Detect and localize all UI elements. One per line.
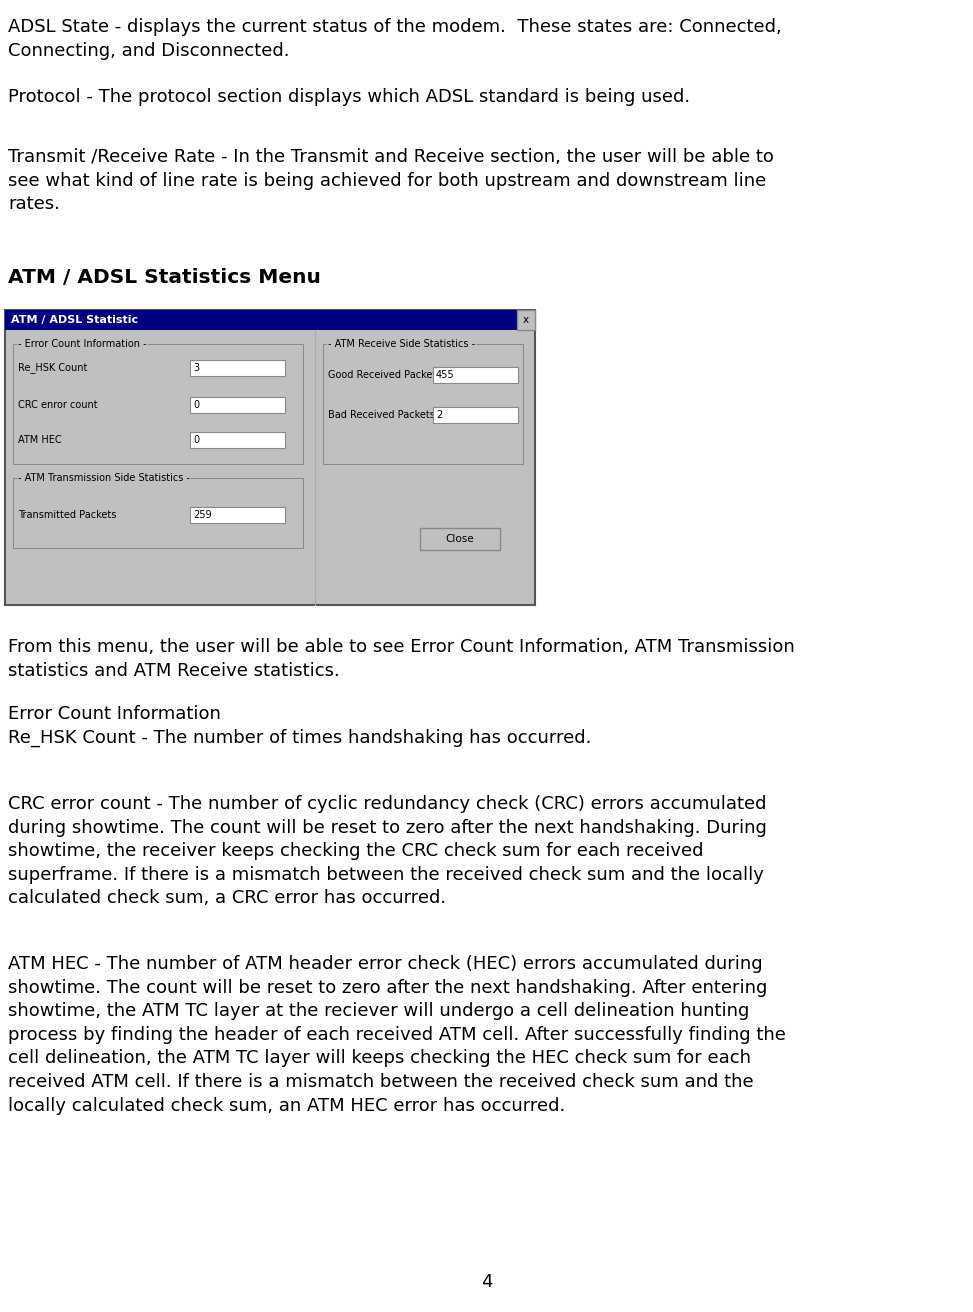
Text: - ATM Transmission Side Statistics -: - ATM Transmission Side Statistics - <box>18 474 190 483</box>
Bar <box>433 407 518 422</box>
Bar <box>5 310 535 331</box>
Text: 0: 0 <box>193 436 199 445</box>
Bar <box>517 310 535 331</box>
Text: Error Count Information
Re_HSK Count - The number of times handshaking has occur: Error Count Information Re_HSK Count - T… <box>8 705 592 747</box>
Text: 0: 0 <box>193 400 199 409</box>
Text: Close: Close <box>446 534 474 544</box>
Bar <box>323 344 523 464</box>
Text: Bad Received Packets: Bad Received Packets <box>328 409 435 420</box>
Bar <box>190 432 285 447</box>
Text: 4: 4 <box>481 1273 492 1291</box>
Text: 259: 259 <box>193 510 211 520</box>
Text: ATM / ADSL Statistic: ATM / ADSL Statistic <box>11 315 138 325</box>
Bar <box>190 359 285 377</box>
Text: 455: 455 <box>436 370 454 380</box>
Text: Transmitted Packets: Transmitted Packets <box>18 510 117 520</box>
Text: From this menu, the user will be able to see Error Count Information, ATM Transm: From this menu, the user will be able to… <box>8 638 795 680</box>
Text: - Error Count Information -: - Error Count Information - <box>18 338 147 349</box>
Text: Re_HSK Count: Re_HSK Count <box>18 362 88 374</box>
Text: Good Received Packets: Good Received Packets <box>328 370 442 380</box>
Bar <box>420 527 500 550</box>
Text: ADSL State - displays the current status of the modem.  These states are: Connec: ADSL State - displays the current status… <box>8 18 781 59</box>
Text: 3: 3 <box>193 363 199 373</box>
Bar <box>190 506 285 523</box>
Text: 2: 2 <box>436 409 443 420</box>
Bar <box>13 344 303 464</box>
Text: x: x <box>523 315 529 325</box>
Text: Transmit /Receive Rate - In the Transmit and Receive section, the user will be a: Transmit /Receive Rate - In the Transmit… <box>8 148 774 213</box>
Text: CRC error count - The number of cyclic redundancy check (CRC) errors accumulated: CRC error count - The number of cyclic r… <box>8 795 767 908</box>
Bar <box>13 478 303 548</box>
Text: Protocol - The protocol section displays which ADSL standard is being used.: Protocol - The protocol section displays… <box>8 88 690 106</box>
Text: - ATM Receive Side Statistics -: - ATM Receive Side Statistics - <box>328 338 475 349</box>
Bar <box>190 398 285 413</box>
Bar <box>5 310 535 605</box>
Bar <box>433 367 518 383</box>
Text: ATM / ADSL Statistics Menu: ATM / ADSL Statistics Menu <box>8 268 321 287</box>
Text: ATM HEC - The number of ATM header error check (HEC) errors accumulated during
s: ATM HEC - The number of ATM header error… <box>8 955 786 1115</box>
Text: CRC enror count: CRC enror count <box>18 400 97 409</box>
Text: ATM HEC: ATM HEC <box>18 436 61 445</box>
